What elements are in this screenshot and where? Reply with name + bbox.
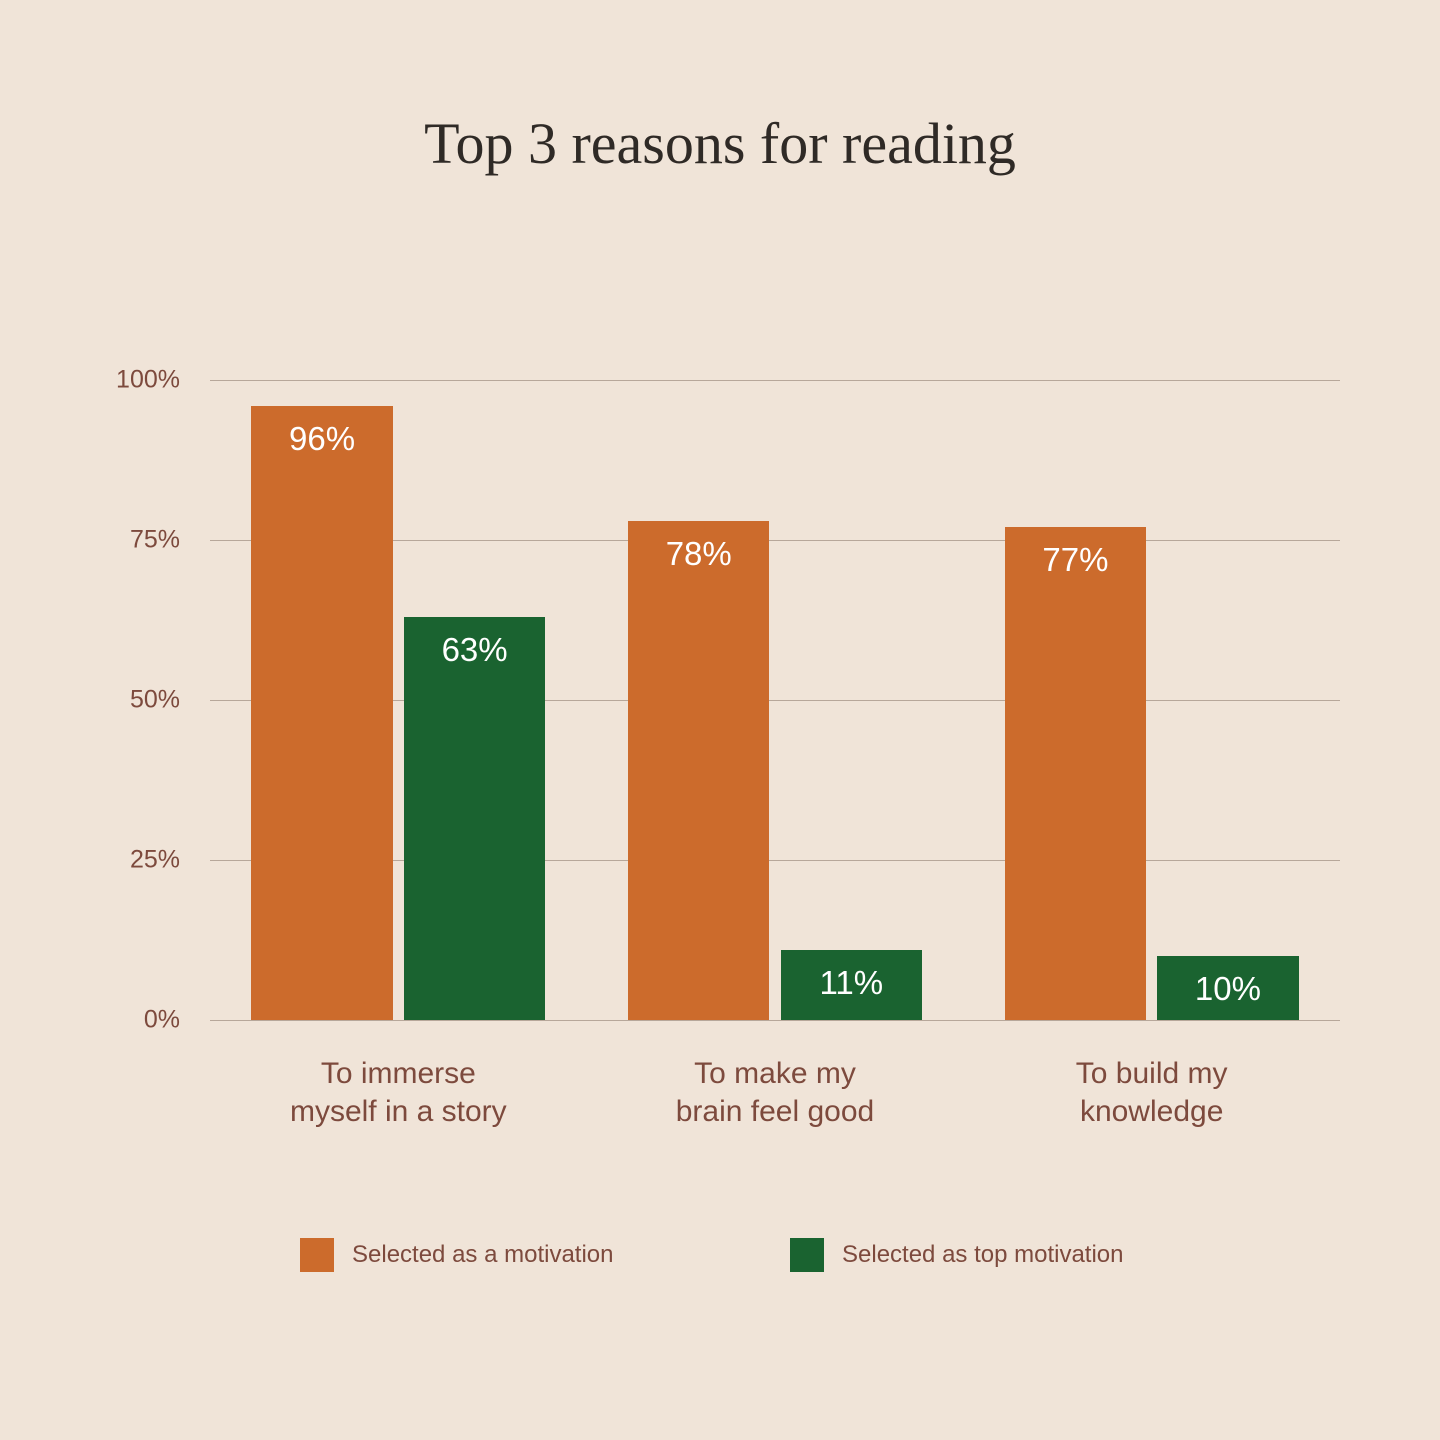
bar: 10% <box>1157 956 1298 1020</box>
category-label: To make my brain feel good <box>587 1055 964 1130</box>
bar-value-label: 77% <box>1005 541 1146 579</box>
legend-label: Selected as top motivation <box>842 1241 1124 1269</box>
legend-item: Selected as a motivation <box>300 1238 613 1272</box>
category-label: To build my knowledge <box>963 1055 1340 1130</box>
legend-item: Selected as top motivation <box>790 1238 1124 1272</box>
legend-label: Selected as a motivation <box>352 1241 613 1269</box>
chart-canvas: Top 3 reasons for reading 96% 63% 78% 11% 77… <box>0 0 1440 1440</box>
legend-swatch <box>790 1238 824 1272</box>
bar: 78% <box>628 521 769 1020</box>
bar-value-label: 78% <box>628 535 769 573</box>
legend-swatch <box>300 1238 334 1272</box>
bar: 77% <box>1005 527 1146 1020</box>
bar: 96% <box>251 406 392 1020</box>
bar-value-label: 63% <box>404 631 545 669</box>
y-tick-label: 75% <box>0 526 180 555</box>
gridline <box>210 1020 1340 1021</box>
bar-value-label: 10% <box>1157 970 1298 1008</box>
chart-title: Top 3 reasons for reading <box>0 110 1440 177</box>
bar: 63% <box>404 617 545 1020</box>
bar: 11% <box>781 950 922 1020</box>
gridline <box>210 380 1340 381</box>
bar-value-label: 11% <box>781 964 922 1002</box>
category-label: To immerse myself in a story <box>210 1055 587 1130</box>
y-tick-label: 100% <box>0 366 180 395</box>
y-tick-label: 0% <box>0 1006 180 1035</box>
y-tick-label: 25% <box>0 846 180 875</box>
bar-value-label: 96% <box>251 420 392 458</box>
plot-area: 96% 63% 78% 11% 77% 10% <box>210 380 1340 1020</box>
y-tick-label: 50% <box>0 686 180 715</box>
